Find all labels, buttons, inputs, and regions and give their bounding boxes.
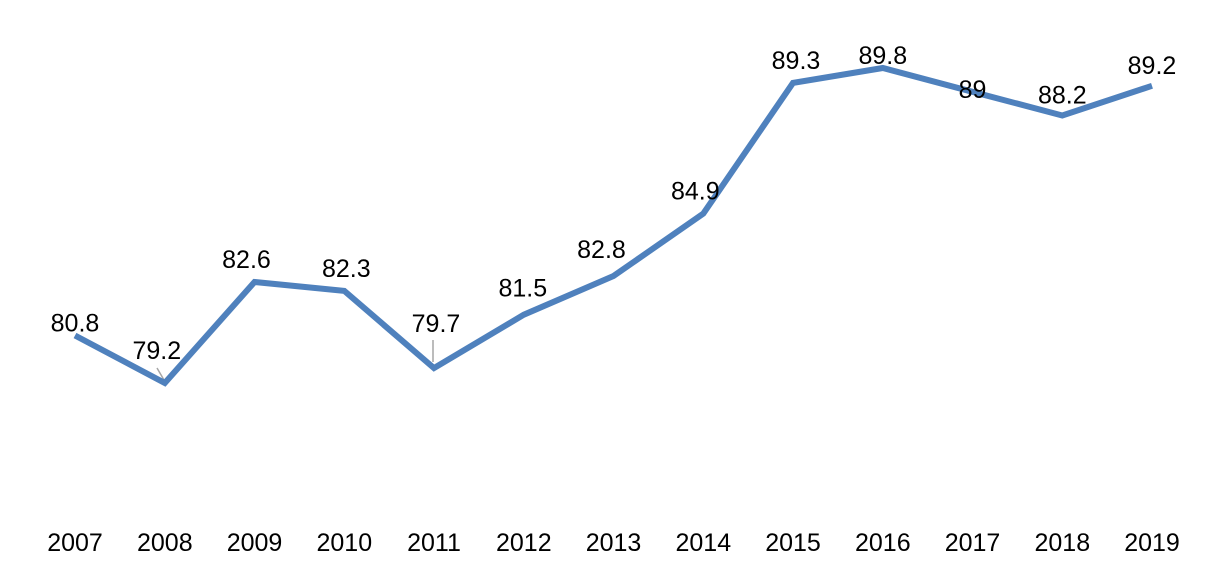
x-tick-label-2012: 2012: [496, 529, 552, 557]
x-tick-label-2016: 2016: [855, 529, 911, 557]
data-label-2017: 89: [959, 76, 987, 104]
x-tick-label-2009: 2009: [227, 529, 283, 557]
x-tick-label-2011: 2011: [407, 529, 461, 557]
data-label-2008: 79.2: [132, 337, 181, 365]
data-label-2010: 82.3: [322, 255, 371, 283]
x-tick-label-2019: 2019: [1124, 529, 1180, 557]
series-line: [73, 64, 1153, 387]
data-label-2011: 79.7: [412, 310, 461, 338]
data-label-2012: 81.5: [498, 275, 547, 303]
series-lines: [73, 64, 1153, 387]
x-tick-label-2018: 2018: [1034, 529, 1090, 557]
x-tick-label-2017: 2017: [945, 529, 1001, 557]
data-labels: 80.8 79.2 82.6 82.3 79.7 81.5 82.8 84.9 89.3 89.8…: [51, 42, 1177, 365]
leader-lines: [156, 340, 434, 381]
x-tick-label-2015: 2015: [765, 529, 821, 557]
leader-line-2008: [156, 367, 165, 381]
x-tick-label-2007: 2007: [47, 529, 103, 557]
data-label-2007: 80.8: [51, 310, 100, 338]
x-tick-label-2010: 2010: [316, 529, 372, 557]
x-tick-label-2008: 2008: [137, 529, 193, 557]
data-label-2014: 84.9: [671, 178, 720, 206]
data-label-2016: 89.8: [858, 42, 907, 70]
data-label-2013: 82.8: [577, 236, 626, 264]
data-label-2009: 82.6: [222, 246, 271, 274]
data-label-2018: 88.2: [1038, 82, 1087, 110]
data-label-2015: 89.3: [772, 47, 821, 75]
data-label-2019: 89.2: [1128, 52, 1177, 80]
x-axis-tick-labels: 2007 2008 2009 2010 2011 2012 2013 2014 2015 2016…: [47, 529, 1180, 557]
x-tick-label-2013: 2013: [586, 529, 642, 557]
x-tick-label-2014: 2014: [675, 529, 731, 557]
